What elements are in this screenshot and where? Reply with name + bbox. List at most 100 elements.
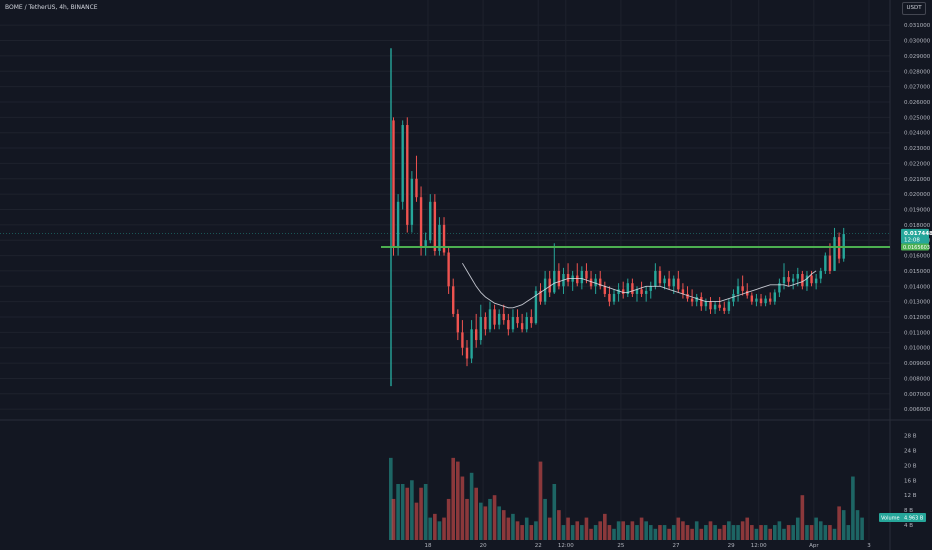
candle-body [824, 255, 827, 271]
candle-body [461, 332, 464, 348]
candle-body [700, 297, 703, 307]
volume-bar [506, 517, 511, 540]
volume-bar [389, 457, 393, 540]
volume-bar [561, 525, 566, 540]
candle-body [566, 273, 570, 282]
volume-bar [396, 484, 400, 540]
price-axis-label: 0.014000 [904, 284, 931, 290]
candle-body [631, 283, 634, 294]
volume-bar [423, 484, 428, 540]
volume-bar [616, 521, 621, 540]
candle-body [424, 240, 427, 248]
candle-body [709, 301, 712, 310]
candle-body [732, 293, 735, 302]
volume-bar [515, 521, 520, 540]
time-axis-label: 27 [673, 543, 680, 549]
volume-bar [809, 525, 814, 540]
volume-bar [823, 525, 828, 540]
price-axis-label: 0.028000 [904, 69, 931, 75]
candle-body [617, 289, 620, 294]
candle-body [828, 255, 832, 271]
volume-bar [814, 517, 818, 540]
candle-body [704, 301, 708, 307]
candle-body [442, 224, 446, 253]
volume-bar [681, 521, 685, 540]
volume-bar [763, 525, 768, 540]
candle-body [667, 278, 671, 287]
volume-bar [456, 461, 460, 540]
price-axis-label: 0.006000 [904, 407, 931, 413]
candle-body [778, 283, 781, 293]
candle-body [612, 293, 616, 302]
volume-bar [520, 525, 524, 540]
volume-bar [511, 513, 515, 540]
candle-body [557, 270, 561, 287]
volume-bar [690, 528, 694, 540]
volume-bar [818, 521, 823, 540]
candle-body [585, 270, 588, 279]
candle-body [727, 301, 731, 311]
price-axis-label: 0.020000 [904, 192, 931, 198]
volume-bar [598, 521, 603, 540]
candle-body [516, 317, 519, 324]
time-axis-label: 29 [728, 543, 735, 549]
time-axis-label: 20 [480, 543, 487, 549]
volume-bar [685, 525, 690, 540]
candle-body [419, 197, 423, 248]
volume-bar [791, 525, 795, 540]
volume-bar [708, 521, 713, 540]
volume-bar [442, 517, 446, 540]
volume-bar [621, 521, 625, 540]
candle-body [718, 304, 721, 308]
price-axis-label: 0.013000 [904, 300, 931, 306]
time-axis-label: 3 [867, 543, 871, 549]
candle-body [690, 298, 694, 302]
volume-bar [667, 528, 671, 540]
price-axis-label: 0.007000 [904, 392, 931, 398]
volume-bar [773, 525, 777, 540]
volume-bar [754, 528, 759, 540]
candle-body [520, 323, 524, 330]
candle-body [819, 270, 822, 279]
price-axis-label: 0.024000 [904, 131, 931, 137]
volume-bar [782, 528, 786, 540]
candle-body [576, 275, 579, 284]
volume-axis-label: 20 B [904, 463, 917, 469]
time-axis-label: 25 [617, 543, 624, 549]
candle-body [594, 278, 597, 287]
candle-body [599, 278, 602, 287]
volume-bar [405, 487, 410, 540]
volume-bar [786, 525, 791, 540]
candle-body [456, 313, 460, 333]
candle-body [677, 278, 680, 290]
volume-bar [552, 484, 557, 540]
candle-body [433, 201, 437, 251]
currency-selector[interactable]: USDT [902, 2, 926, 15]
symbol-title[interactable]: BOME / TetherUS, 4h, BINANCE [5, 4, 98, 11]
candle-body [713, 304, 717, 310]
candle-body [429, 201, 432, 241]
volume-bar [589, 528, 593, 540]
volume-bar [410, 480, 414, 540]
candle-body [741, 286, 744, 291]
price-axis-label: 0.021000 [904, 177, 931, 183]
volume-bar [469, 472, 474, 540]
volume-bar [750, 525, 754, 540]
volume-bar [731, 525, 736, 540]
candle-body [644, 290, 648, 294]
candle-body [801, 273, 804, 287]
volume-axis-label: 28 B [904, 433, 917, 439]
volume-bar [501, 510, 506, 540]
candle-body [548, 278, 551, 293]
candle-body [608, 293, 611, 302]
candle-body [474, 329, 478, 341]
volume-bar [575, 521, 580, 540]
candle-body [791, 278, 795, 282]
candle-body [410, 178, 414, 225]
volume-bar [846, 525, 851, 540]
candle-body [406, 125, 409, 225]
volume-bar [828, 525, 832, 540]
volume-bar [566, 517, 570, 540]
